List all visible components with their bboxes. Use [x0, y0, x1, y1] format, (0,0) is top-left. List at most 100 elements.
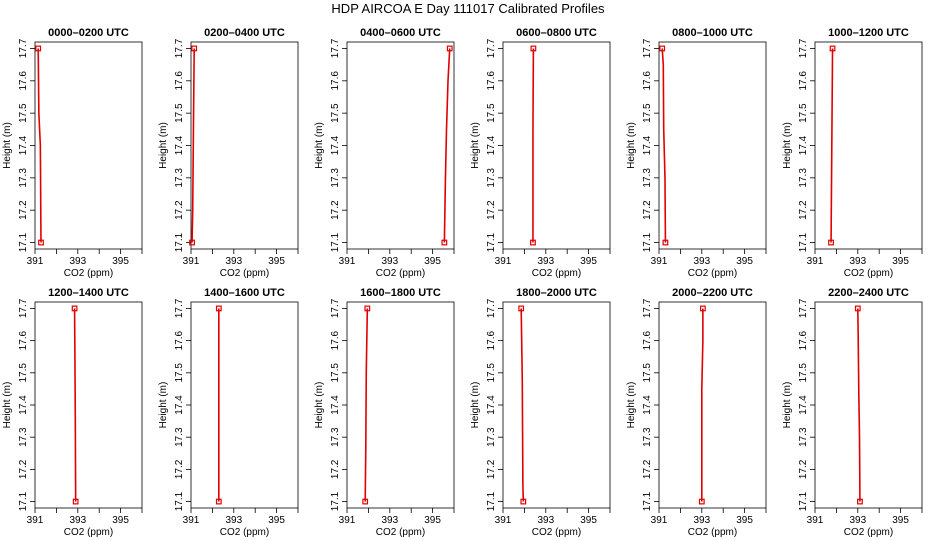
x-tick-label: 393: [381, 515, 398, 526]
y-tick-label: 17.4: [174, 135, 185, 155]
y-tick-label: 17.4: [486, 395, 497, 415]
y-tick-label: 17.5: [174, 363, 185, 383]
y-tick-label: 17.2: [330, 200, 341, 220]
y-tick-label: 17.1: [642, 232, 653, 252]
y-tick-label: 17.4: [18, 135, 29, 155]
y-tick-label: 17.7: [174, 298, 185, 318]
y-tick-label: 17.3: [330, 168, 341, 188]
y-tick-label: 17.4: [330, 135, 341, 155]
y-tick-label: 17.5: [798, 363, 809, 383]
panel-7: 1200–1400 UTC 391 393 395 17.1 17.2 17.3 17.4 17…: [2, 287, 143, 538]
y-tick-label: 17.6: [18, 330, 29, 350]
y-tick-label: 17.7: [330, 38, 341, 58]
panel-8: 1400–1600 UTC 391 393 395 17.1 17.2 17.3 17.4 17…: [158, 287, 299, 538]
bottom-marker: [698, 498, 705, 505]
y-tick-label: 17.2: [798, 459, 809, 479]
y-tick-label: 17.5: [18, 103, 29, 123]
y-tick-label: 17.3: [174, 168, 185, 188]
top-marker: [364, 305, 371, 312]
y-tick-label: 17.6: [642, 71, 653, 91]
x-tick-label: 395: [892, 256, 909, 267]
panel-5: 0800–1000 UTC 391 393 395 17.1 17.2 17.3 17.4 17…: [626, 27, 767, 279]
bottom-marker: [189, 239, 195, 246]
bottom-marker: [530, 239, 536, 246]
x-tick-label: 393: [537, 256, 554, 267]
bottom-marker: [72, 498, 79, 505]
y-tick-label: 17.1: [798, 491, 809, 511]
y-tick-label: 17.4: [642, 395, 653, 415]
plot-frame: [34, 41, 143, 250]
y-tick-label: 17.1: [642, 491, 653, 511]
y-axis-title: Height (m): [158, 122, 169, 169]
y-tick-label: 17.2: [174, 200, 185, 220]
y-tick-label: 17.3: [18, 427, 29, 447]
y-tick-label: 17.2: [330, 459, 341, 479]
y-tick-label: 17.7: [18, 38, 29, 58]
y-tick-label: 17.7: [486, 38, 497, 58]
x-axis-title: CO2 (ppm): [64, 268, 113, 279]
y-tick-label: 17.3: [798, 168, 809, 188]
y-tick-label: 17.1: [486, 491, 497, 511]
plot-frame: [190, 301, 299, 509]
panel-9: 1600–1800 UTC 391 393 395 17.1 17.2 17.3 17.4 17…: [314, 287, 455, 538]
y-tick-label: 17.1: [798, 232, 809, 252]
y-tick-label: 17.6: [798, 330, 809, 350]
x-tick-label: 391: [183, 256, 200, 267]
y-tick-label: 17.5: [642, 363, 653, 383]
bottom-marker: [857, 498, 863, 505]
y-tick-label: 17.3: [642, 168, 653, 188]
y-tick-label: 17.3: [642, 427, 653, 447]
panel-title: 2200–2400 UTC: [828, 287, 909, 299]
panel-title: 1000–1200 UTC: [828, 27, 909, 39]
y-tick-label: 17.4: [330, 395, 341, 415]
panel-title: 0400–0600 UTC: [360, 27, 441, 39]
y-tick-label: 17.5: [486, 363, 497, 383]
x-tick-label: 393: [69, 256, 86, 267]
plot-frame: [814, 301, 923, 509]
x-axis-title: CO2 (ppm): [220, 527, 269, 538]
panel-1: 0000–0200 UTC 391 393 395 17.1 17.2 17.3 17.4 17…: [2, 27, 143, 279]
y-axis-title: Height (m): [782, 382, 793, 429]
top-marker: [71, 305, 78, 312]
y-tick-label: 17.5: [642, 103, 653, 123]
panel-title: 1400–1600 UTC: [204, 287, 285, 299]
panel-4: 0600–0800 UTC 391 393 395 17.1 17.2 17.3 17.4 17…: [470, 27, 611, 279]
x-tick-label: 395: [580, 515, 597, 526]
y-tick-label: 17.1: [330, 491, 341, 511]
y-tick-label: 17.6: [174, 330, 185, 350]
x-tick-label: 391: [27, 515, 44, 526]
y-tick-label: 17.2: [486, 459, 497, 479]
x-axis-title: CO2 (ppm): [376, 527, 425, 538]
y-tick-label: 17.4: [174, 395, 185, 415]
top-marker: [854, 305, 861, 312]
plot-frame: [658, 301, 767, 509]
y-tick-label: 17.4: [486, 135, 497, 155]
x-axis-title: CO2 (ppm): [64, 527, 113, 538]
y-tick-label: 17.4: [798, 395, 809, 415]
plot-frame: [190, 41, 299, 250]
x-tick-label: 391: [807, 256, 824, 267]
y-tick-label: 17.7: [486, 298, 497, 318]
y-tick-label: 17.3: [330, 427, 341, 447]
x-tick-label: 395: [424, 515, 441, 526]
x-axis-title: CO2 (ppm): [688, 527, 737, 538]
x-tick-label: 395: [268, 515, 285, 526]
top-marker: [35, 45, 42, 52]
y-axis-title: Height (m): [314, 382, 325, 429]
y-tick-label: 17.7: [798, 38, 809, 58]
y-tick-label: 17.6: [330, 330, 341, 350]
bottom-marker: [828, 239, 834, 246]
y-tick-label: 17.7: [798, 298, 809, 318]
y-tick-label: 17.3: [798, 427, 809, 447]
y-tick-label: 17.1: [174, 491, 185, 511]
x-axis-title: CO2 (ppm): [532, 268, 581, 279]
y-axis-title: Height (m): [782, 122, 793, 169]
y-tick-label: 17.2: [642, 200, 653, 220]
y-tick-label: 17.5: [18, 363, 29, 383]
panel-6: 1000–1200 UTC 391 393 395 17.1 17.2 17.3 17.4 17…: [782, 27, 923, 279]
x-tick-label: 395: [112, 515, 129, 526]
x-tick-label: 395: [112, 256, 129, 267]
y-tick-label: 17.4: [18, 395, 29, 415]
plot-frame: [34, 301, 143, 509]
